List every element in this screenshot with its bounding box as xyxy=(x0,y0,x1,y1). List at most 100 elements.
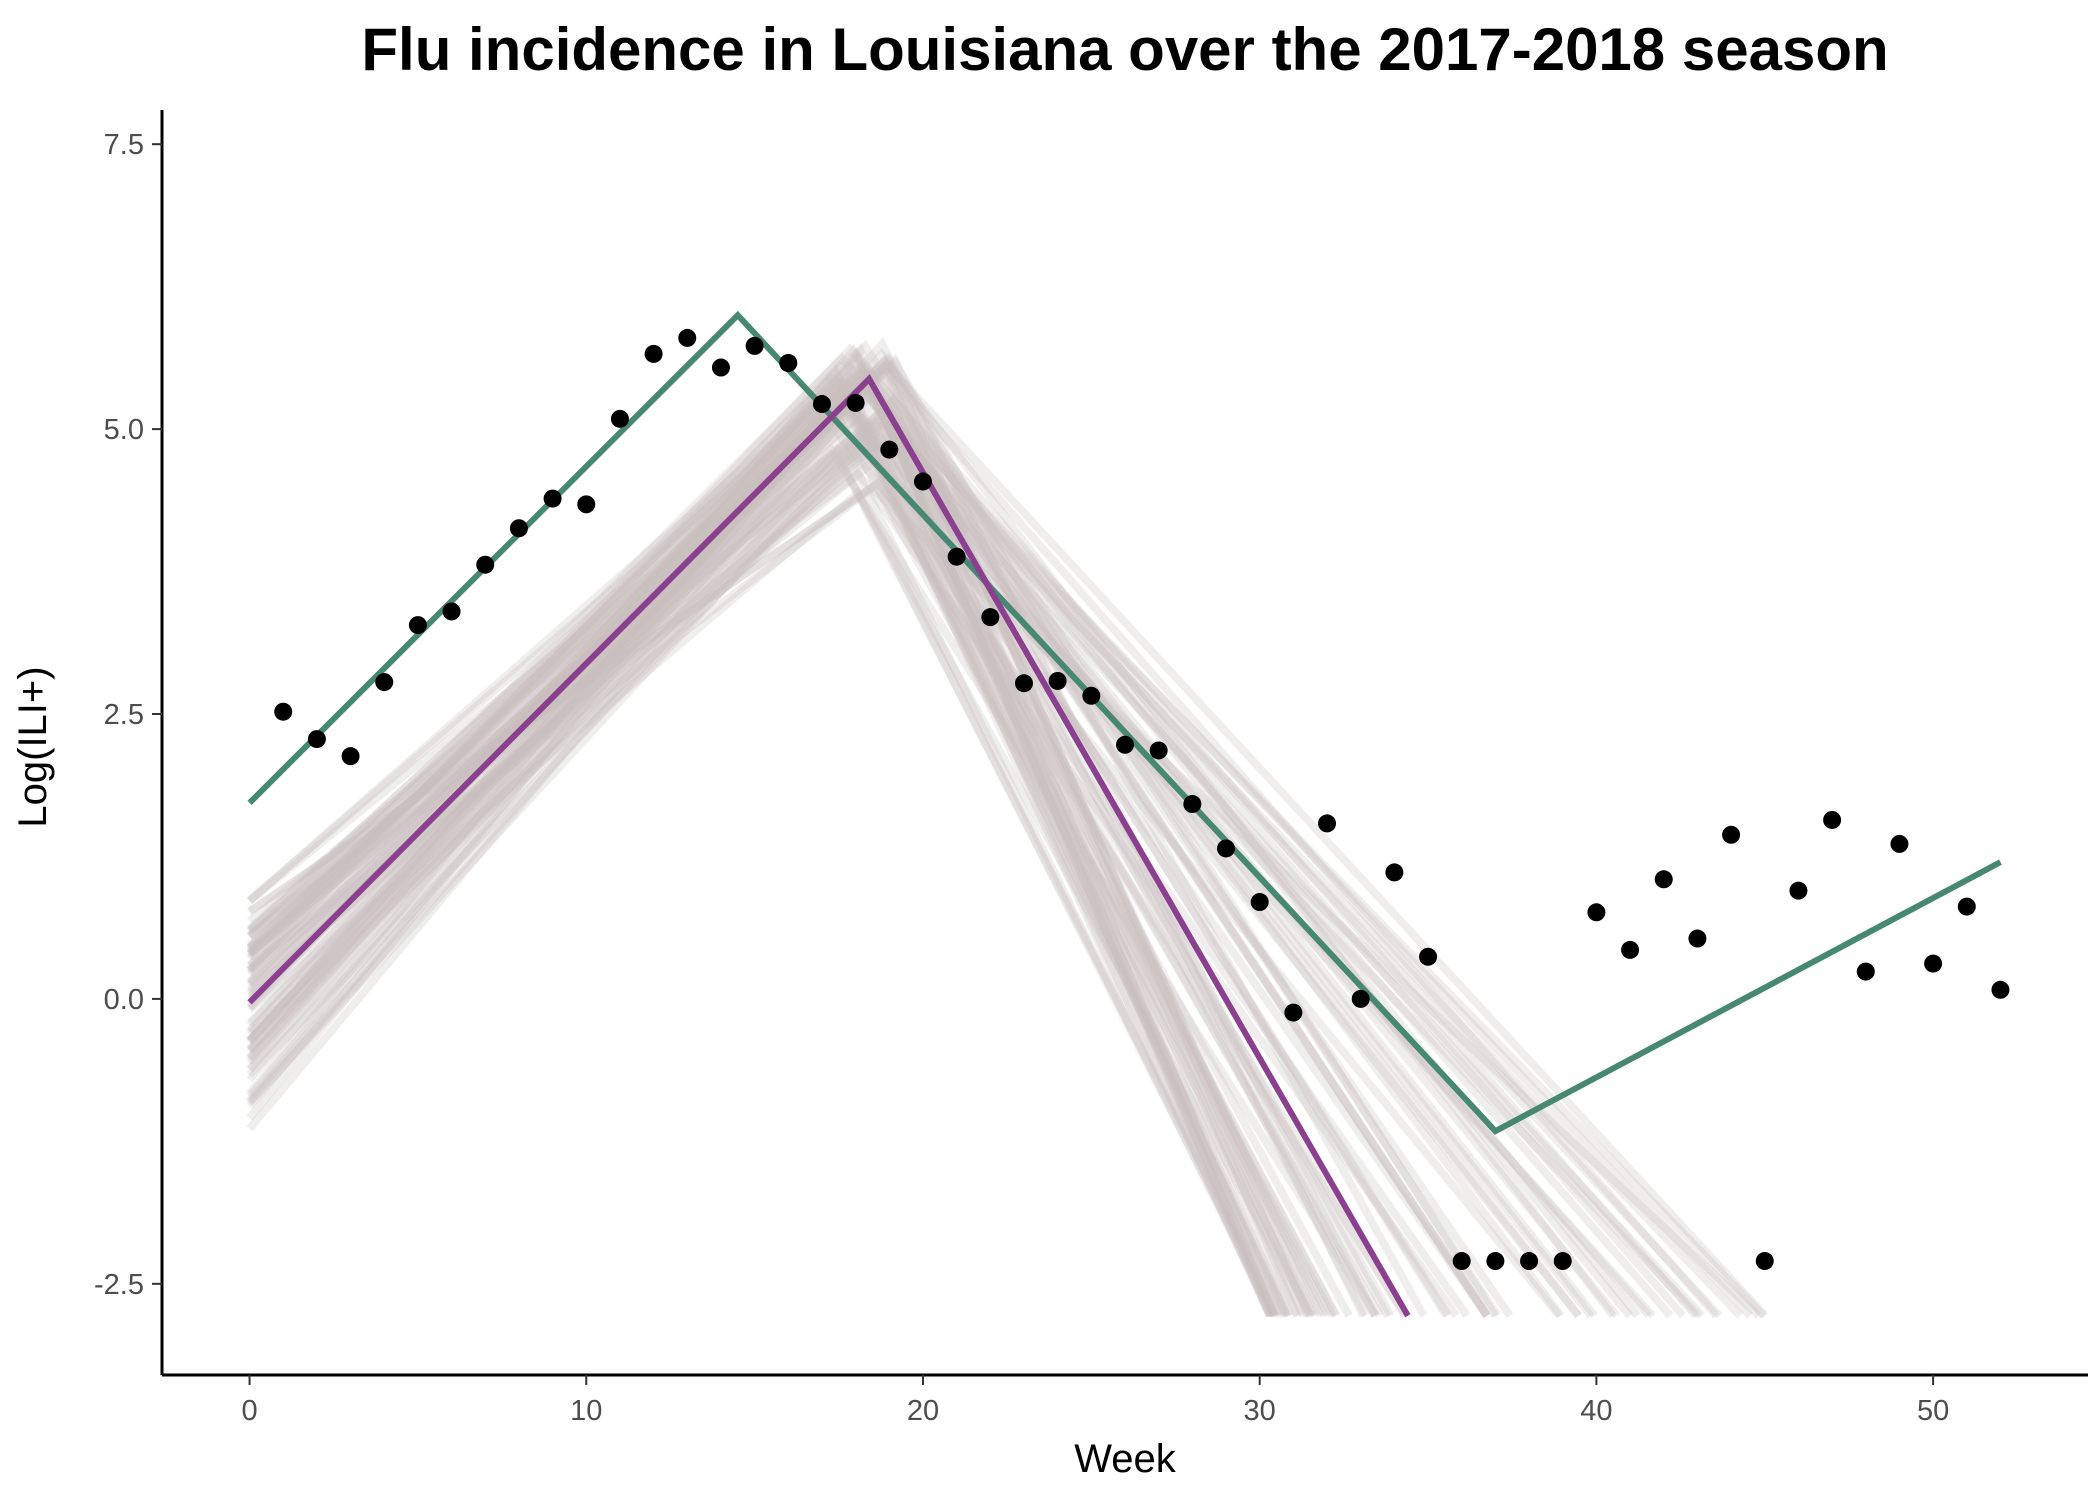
posterior-sample-line xyxy=(247,483,1460,1319)
x-tick-label: 30 xyxy=(1244,1395,1276,1427)
posterior-sample-line xyxy=(246,377,1290,1318)
chart-title: Flu incidence in Louisiana over the 2017… xyxy=(361,16,1888,83)
data-point xyxy=(1318,814,1337,833)
posterior-sample-line xyxy=(246,396,1332,1318)
data-point xyxy=(1924,954,1943,973)
data-point xyxy=(846,393,865,412)
posterior-sample-line xyxy=(246,342,1313,1318)
data-point xyxy=(711,358,730,377)
data-point xyxy=(1419,947,1438,966)
data-point xyxy=(1250,893,1269,912)
posterior-sample-line xyxy=(246,428,1279,1318)
mean-sample-line xyxy=(247,374,1411,1318)
y-tick-label: 5.0 xyxy=(104,414,144,446)
posterior-sample-line xyxy=(246,344,1641,1319)
data-point xyxy=(1351,989,1370,1008)
posterior-sample-line xyxy=(246,411,1595,1319)
data-point xyxy=(880,440,899,459)
posterior-sample-line xyxy=(246,366,1274,1318)
posterior-sample-line xyxy=(246,416,1280,1318)
y-tick-label: -2.5 xyxy=(94,1269,144,1301)
axes: 0 10 20 30 40 50 -2.5 0.0 2.5 5.0 7.5 xyxy=(94,110,2088,1427)
data-point xyxy=(1553,1252,1572,1271)
posterior-sample-line xyxy=(246,353,1428,1318)
data-point xyxy=(644,344,663,363)
y-tick-label: 2.5 xyxy=(104,699,144,731)
posterior-sample-line xyxy=(246,360,1328,1318)
data-point xyxy=(1991,980,2010,999)
data-point xyxy=(812,395,831,414)
posterior-sample-line xyxy=(247,469,1762,1319)
data-point xyxy=(947,547,966,566)
y-axis-label: Log(ILI+) xyxy=(11,666,55,827)
data-point xyxy=(1385,863,1404,882)
data-point xyxy=(1284,1003,1303,1022)
x-axis-label: Week xyxy=(1074,1437,1177,1481)
posterior-sample-line xyxy=(246,337,1379,1318)
posterior-sample-line xyxy=(246,358,1293,1318)
data-point xyxy=(577,495,596,514)
posterior-sample-line xyxy=(246,437,1276,1318)
posterior-sample-line xyxy=(247,477,1471,1319)
posterior-sample-line xyxy=(246,361,1395,1318)
posterior-sample-line xyxy=(246,422,1582,1319)
posterior-sample-line xyxy=(246,376,1743,1319)
posterior-sample-line xyxy=(246,375,1409,1318)
observed-points xyxy=(274,328,2010,1271)
posterior-sample-line xyxy=(246,419,1563,1319)
data-point xyxy=(1048,671,1067,690)
data-point xyxy=(1654,870,1673,889)
x-tick-label: 50 xyxy=(1917,1395,1949,1427)
posterior-sample-line xyxy=(246,400,1340,1318)
posterior-sample-line xyxy=(246,352,1598,1319)
posterior-sample-line xyxy=(246,364,1514,1318)
posterior-sample-line xyxy=(246,397,1370,1318)
data-point xyxy=(678,328,697,347)
data-point xyxy=(1082,686,1101,705)
x-tick-label: 40 xyxy=(1580,1395,1612,1427)
data-point xyxy=(981,608,1000,627)
data-point xyxy=(1621,940,1640,959)
y-tick-label: 7.5 xyxy=(104,129,144,161)
data-point xyxy=(1722,825,1741,844)
posterior-sample-line xyxy=(246,371,1767,1319)
posterior-sample-line xyxy=(246,376,1294,1318)
x-tick-label: 0 xyxy=(241,1395,257,1427)
posterior-sample-line xyxy=(246,487,1315,1318)
posterior-sample-line xyxy=(246,369,1686,1319)
posterior-sample-line xyxy=(246,370,1450,1318)
posterior-sample-line xyxy=(246,363,1325,1318)
posterior-sample-line xyxy=(246,428,1392,1318)
posterior-samples xyxy=(246,337,1769,1319)
y-axis-ticks: -2.5 0.0 2.5 5.0 7.5 xyxy=(94,129,162,1301)
data-point xyxy=(610,409,629,428)
data-point xyxy=(1014,674,1033,693)
data-point xyxy=(1520,1252,1539,1271)
posterior-sample-line xyxy=(246,443,1379,1318)
posterior-sample-line xyxy=(246,369,1491,1318)
y-tick-label: 0.0 xyxy=(104,984,144,1016)
posterior-sample-line xyxy=(246,339,1501,1318)
data-point xyxy=(1587,903,1606,922)
data-point xyxy=(1217,839,1236,858)
data-point xyxy=(1890,834,1909,853)
data-point xyxy=(1823,810,1842,829)
posterior-sample-line xyxy=(246,393,1274,1318)
data-point xyxy=(274,702,293,721)
data-point xyxy=(1452,1252,1471,1271)
posterior-sample-line xyxy=(246,409,1490,1319)
posterior-sample-line xyxy=(246,420,1318,1318)
posterior-sample-line xyxy=(246,356,1367,1318)
posterior-sample-line xyxy=(246,343,1699,1319)
posterior-sample-line xyxy=(246,444,1279,1318)
posterior-sample-line xyxy=(246,391,1582,1319)
x-tick-label: 10 xyxy=(570,1395,602,1427)
posterior-sample-line xyxy=(246,360,1320,1318)
fitted-lines xyxy=(247,310,2002,1318)
fit-line xyxy=(247,310,2002,1135)
posterior-sample-line xyxy=(246,354,1491,1318)
data-point xyxy=(408,616,427,635)
x-axis-ticks: 0 10 20 30 40 50 xyxy=(241,1375,1949,1427)
data-point xyxy=(745,336,764,355)
